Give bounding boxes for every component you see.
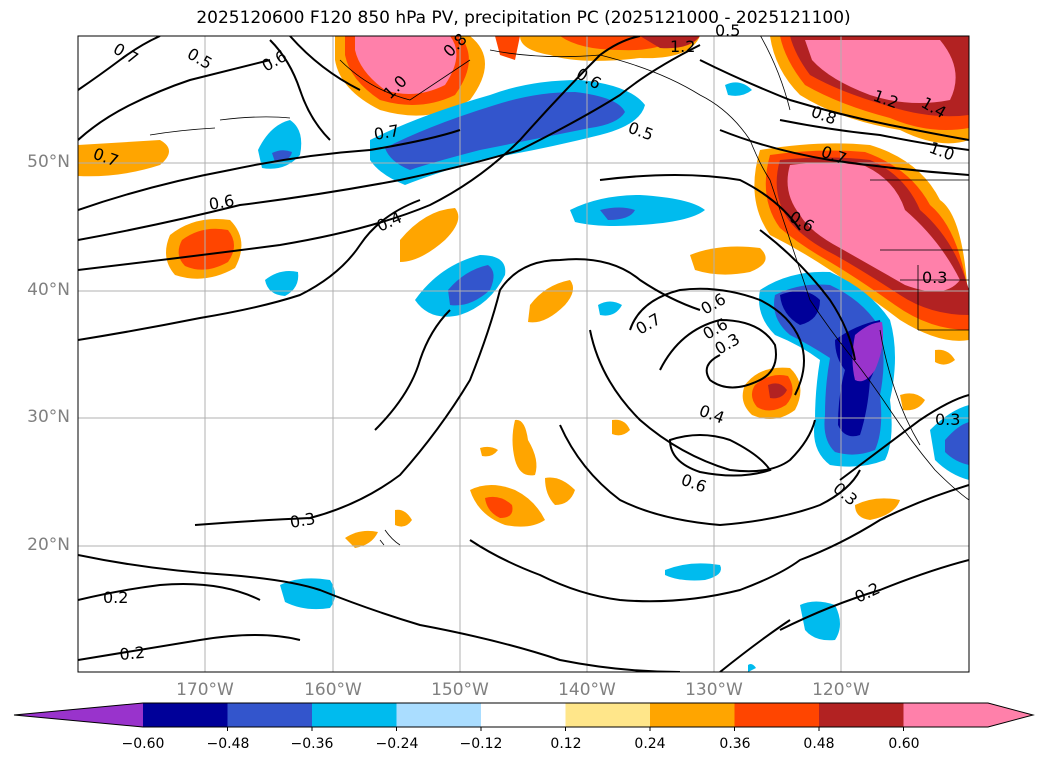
colorbar-tick-label: 0.36 <box>719 736 751 752</box>
colorbar <box>13 702 1035 731</box>
precip-negative-area <box>385 92 625 170</box>
precip-positive-area <box>787 162 960 292</box>
precip-positive-area <box>855 498 900 520</box>
figure-title: 2025120600 F120 850 hPa PV, precipitatio… <box>196 8 851 28</box>
contour-label: 0.7 <box>372 121 400 144</box>
precip-positive-area <box>485 496 513 518</box>
precip-negative-area <box>665 563 721 581</box>
precip-positive-area <box>78 140 169 177</box>
colorbar-segment <box>143 703 228 727</box>
precip-positive-area <box>935 349 955 365</box>
colorbar-extend-min <box>14 703 143 727</box>
precip-negative-area <box>265 271 299 296</box>
colorbar-tick-label: −0.12 <box>459 736 503 752</box>
colorbar-segment <box>312 703 397 727</box>
lon-label-170w: 170°W <box>176 680 234 700</box>
colorbar-tick-label: 0.24 <box>634 736 666 752</box>
colorbar-extend-max <box>988 703 1033 727</box>
precipitation-fill-layer <box>78 36 969 672</box>
precip-negative-area <box>945 422 969 465</box>
colorbar-segment <box>819 703 904 727</box>
precip-positive-area <box>805 40 956 104</box>
precip-positive-area <box>768 383 787 399</box>
precip-negative-area <box>598 301 622 316</box>
contour-label: 0.5 <box>715 21 740 40</box>
colorbar-tick-label: −0.48 <box>206 736 250 752</box>
precip-negative-area <box>725 82 752 96</box>
precip-positive-area <box>640 36 700 49</box>
lon-label-160w: 160°W <box>304 680 362 700</box>
colorbar-tick-label: 0.60 <box>888 736 920 752</box>
precip-positive-area <box>545 477 575 505</box>
map-frame <box>77 35 970 673</box>
lon-label-150w: 150°W <box>431 680 489 700</box>
colorbar-tick-label: −0.60 <box>121 736 165 752</box>
colorbar-segment <box>903 703 988 727</box>
colorbar-tick-label: −0.36 <box>290 736 334 752</box>
precip-positive-area <box>612 419 630 436</box>
pv-contours <box>78 36 969 672</box>
contour-label: 0.3 <box>288 509 316 532</box>
colorbar-segment <box>565 703 650 727</box>
colorbar-segment <box>734 703 819 727</box>
lon-label-140w: 140°W <box>558 680 616 700</box>
precip-positive-area <box>480 446 498 457</box>
lon-label-120w: 120°W <box>812 680 870 700</box>
precip-negative-area <box>600 207 635 220</box>
gridlines <box>78 36 969 672</box>
colorbar-segment <box>227 703 312 727</box>
colorbar-segment <box>650 703 735 727</box>
precip-negative-area <box>570 195 705 226</box>
precip-negative-area <box>280 578 335 610</box>
lat-label-40n: 40°N <box>27 280 70 300</box>
contour-label: 1.2 <box>670 37 695 56</box>
precip-positive-area <box>512 419 537 476</box>
colorbar-segment <box>481 703 566 727</box>
colorbar-tick-label: 0.12 <box>550 736 582 752</box>
precip-negative-area <box>852 322 884 382</box>
lat-label-30n: 30°N <box>27 407 70 427</box>
contour-label: 0.3 <box>922 268 947 287</box>
lat-label-50n: 50°N <box>27 152 70 172</box>
contour-label: 0.3 <box>935 410 960 429</box>
precip-positive-area <box>345 530 378 548</box>
precip-negative-area <box>800 601 840 641</box>
precip-positive-area <box>395 509 412 527</box>
precip-negative-area <box>258 120 302 169</box>
precip-positive-area <box>178 228 234 270</box>
colorbar-tick-label: 0.48 <box>803 736 835 752</box>
precip-positive-area <box>355 36 457 94</box>
contour-label: 0.6 <box>207 191 235 214</box>
contour-label: 0.2 <box>119 643 146 664</box>
lat-label-20n: 20°N <box>27 535 70 555</box>
colorbar-outline <box>13 702 1035 728</box>
precip-positive-area <box>690 246 766 275</box>
precip-negative-area <box>748 664 756 672</box>
contour-label: 0.2 <box>103 588 128 607</box>
colorbar-segment <box>396 703 481 727</box>
lon-label-130w: 130°W <box>685 680 743 700</box>
precip-negative-area <box>448 265 494 306</box>
colorbar-tick-label: −0.24 <box>375 736 419 752</box>
precip-positive-area <box>400 208 459 262</box>
coastlines <box>149 36 969 546</box>
precip-positive-area <box>900 393 925 411</box>
